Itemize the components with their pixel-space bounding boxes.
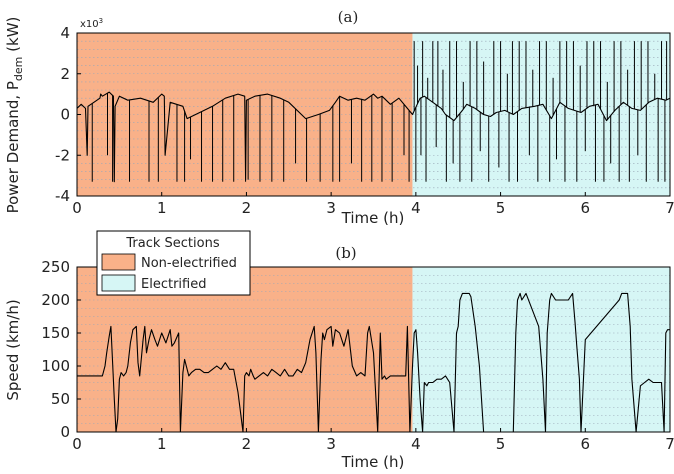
x-tick-label: 5	[496, 435, 506, 453]
legend-title: Track Sections	[125, 236, 219, 251]
panel-label-a: (a)	[338, 8, 359, 26]
legend-label-non-electrified: Non-electrified	[141, 256, 237, 271]
x-tick-label: 0	[72, 199, 82, 217]
legend: Track Sections Non-electrified Electrifi…	[96, 230, 251, 296]
y-tick-label: 250	[41, 258, 70, 276]
x-tick-label: 2	[242, 435, 252, 453]
power-demand-line	[76, 91, 671, 183]
x-tick-label: 1	[157, 199, 167, 217]
y-tick-label: 200	[41, 291, 70, 309]
y-axis-title: Speed (km/h)	[4, 299, 22, 400]
x-tick-label: 6	[581, 199, 591, 217]
y-tick-labels: 0 50 100 150 200 250	[41, 258, 81, 441]
y-exponent-label: x103	[80, 17, 103, 30]
x-tick-label: 6	[581, 435, 591, 453]
x-tick-label: 7	[665, 435, 674, 453]
x-axis-title: Time (h)	[341, 209, 405, 227]
x-tick-labels: 0 1 2 3 4 5 6 7	[72, 192, 674, 217]
y-tick-label: 4	[60, 24, 70, 42]
x-tick-label: 3	[326, 435, 336, 453]
x-tick-label: 2	[242, 199, 252, 217]
panel-label-b: (b)	[335, 244, 356, 262]
y-tick-label: -4	[55, 187, 70, 205]
y-tick-label: -2	[55, 146, 70, 164]
x-tick-label: 4	[411, 435, 421, 453]
plot-frame	[76, 266, 671, 433]
y-tick-label: 50	[51, 390, 70, 408]
y-tick-label: 150	[41, 324, 70, 342]
grid-lines	[77, 40, 670, 189]
x-tick-label: 1	[157, 435, 167, 453]
x-tick-label: 5	[496, 199, 506, 217]
x-tick-label: 7	[665, 199, 674, 217]
x-tick-labels: 0 1 2 3 4 5 6 7	[72, 428, 674, 453]
legend-swatch-non-electrified	[101, 253, 136, 271]
legend-swatch-electrified	[101, 274, 136, 292]
x-tick-label: 0	[72, 435, 82, 453]
y-tick-label: 0	[60, 423, 70, 441]
y-axis-title: Power Demand, Pdem (kW)	[4, 17, 25, 214]
power-demand-trace	[76, 41, 671, 183]
y-tick-label: 0	[60, 106, 70, 124]
speed-chart: 0 50 100 150 200 250 0 1 2 3 4 5 6 7 (b) Time (h) Sp…	[4, 230, 674, 471]
power-demand-chart: -4 -2 0 2 4 0 1 2 3 4 5 6 7 x103 (a) Time (h) Power…	[4, 8, 674, 227]
y-tick-label: 100	[41, 357, 70, 375]
y-tick-labels: -4 -2 0 2 4	[55, 24, 81, 205]
x-tick-label: 3	[326, 199, 336, 217]
y-tick-label: 2	[60, 65, 70, 83]
legend-label-electrified: Electrified	[141, 277, 206, 292]
speed-trace	[77, 292, 670, 433]
x-tick-label: 4	[411, 199, 421, 217]
x-axis-title: Time (h)	[341, 453, 405, 471]
speed-line	[77, 292, 670, 433]
